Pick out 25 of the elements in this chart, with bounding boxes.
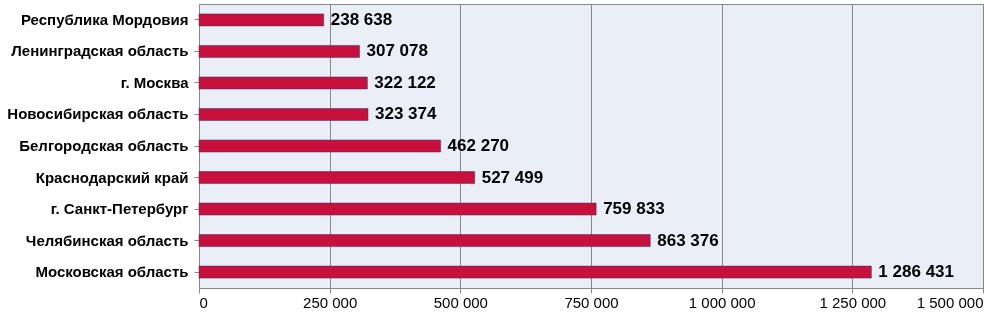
data-label: 462 270 xyxy=(447,136,510,155)
x-tick-label: 250 000 xyxy=(303,293,358,311)
x-tick-label: 750 000 xyxy=(564,293,619,311)
x-tick-label: 500 000 xyxy=(433,293,488,311)
y-tick-label: Ленинградская область xyxy=(11,42,189,60)
y-tick-label: Московская область xyxy=(35,263,189,281)
x-tick-label: 1 000 000 xyxy=(688,293,756,311)
y-tick-label: Белгородская область xyxy=(19,137,189,154)
y-tick-label: Краснодарский край xyxy=(35,168,189,186)
y-tick-label: Челябинская область xyxy=(25,231,189,249)
x-tick-label: 1 500 000 xyxy=(916,293,984,311)
data-label: 863 376 xyxy=(657,230,719,250)
data-label: 527 499 xyxy=(481,167,544,187)
y-tick-label: г. Москва xyxy=(120,73,190,91)
data-label: 1 286 431 xyxy=(878,262,955,282)
data-label: 759 833 xyxy=(603,199,665,219)
y-tick-label: Новосибирская область xyxy=(7,105,189,123)
data-label: 323 374 xyxy=(375,104,438,124)
y-tick-label: г. Санкт-Петербург xyxy=(50,200,189,218)
y-tick-label: Республика Мордовия xyxy=(20,10,189,28)
x-tick-label: 0 xyxy=(199,293,208,311)
data-label: 307 078 xyxy=(366,41,428,61)
data-label: 322 122 xyxy=(374,72,436,92)
x-tick-label: 1 250 000 xyxy=(819,293,887,311)
data-label: 238 638 xyxy=(330,9,393,29)
